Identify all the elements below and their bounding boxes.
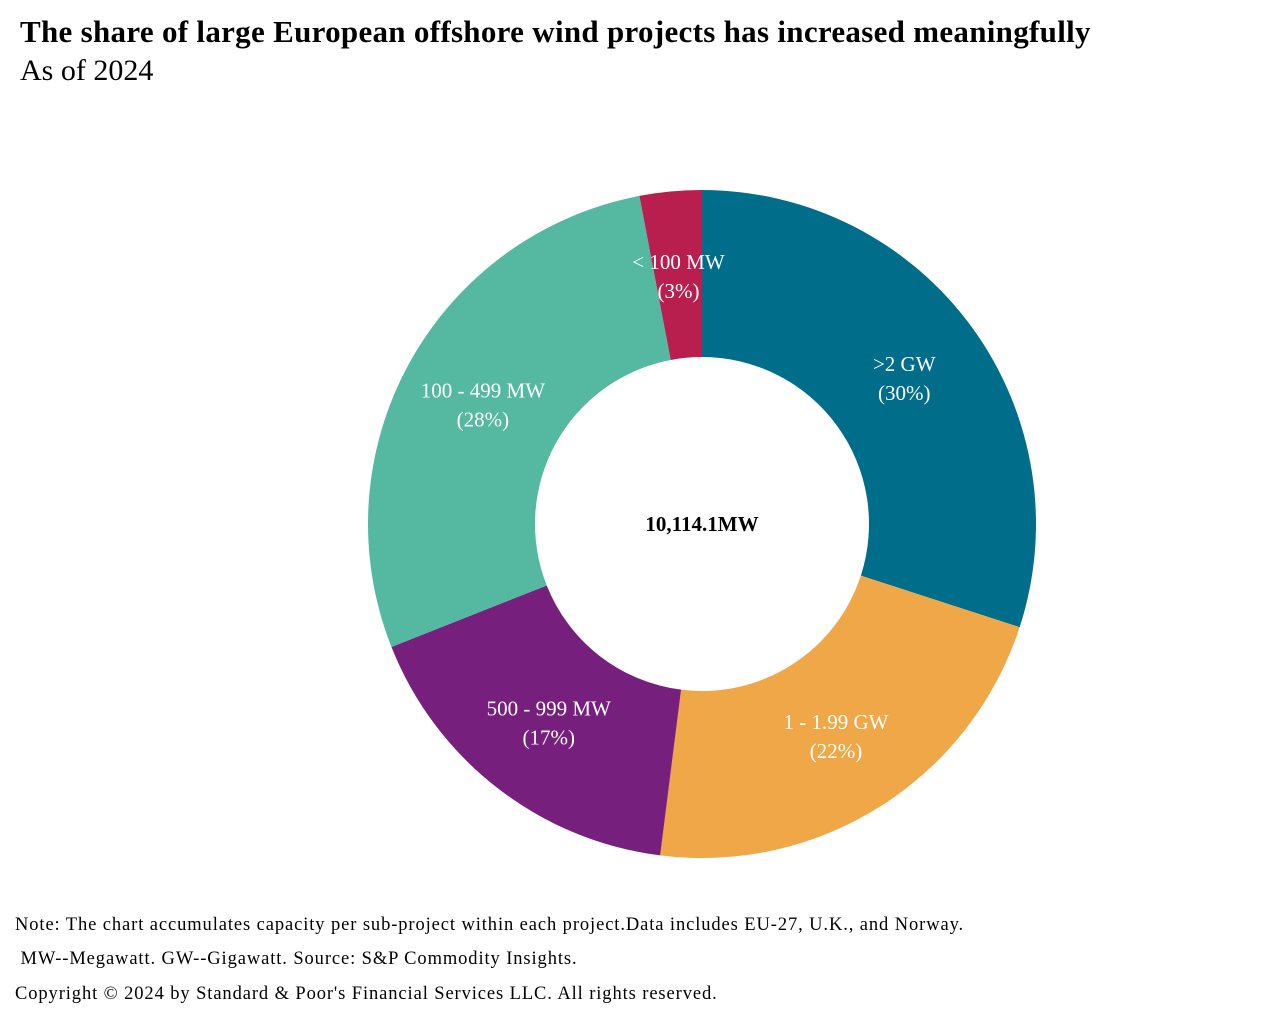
footnote-copyright: Copyright © 2024 by Standard & Poor's Fi… (15, 984, 718, 1004)
donut-slice (367, 195, 671, 647)
slice-category-label: 1 - 1.99 GW (783, 710, 888, 734)
chart-subtitle: As of 2024 (20, 54, 154, 87)
slice-percent-label: (22%) (810, 739, 862, 763)
footnote-note: Note: The chart accumulates capacity per… (15, 915, 965, 935)
donut-slice (702, 190, 1036, 628)
slice-category-label: 500 - 999 MW (487, 697, 611, 721)
slice-category-label: 100 - 499 MW (421, 379, 545, 403)
donut-slice (660, 575, 1020, 859)
chart-title: The share of large European offshore win… (20, 14, 1091, 49)
slice-percent-label: (28%) (457, 408, 509, 432)
slice-category-label: >2 GW (873, 352, 936, 376)
donut-slice (391, 585, 682, 856)
slice-percent-label: (17%) (523, 726, 575, 750)
slice-percent-label: (30%) (878, 381, 930, 405)
donut-chart: >2 GW (30%) 1 - 1.99 GW (22%) 500 - 999 MW (1… (367, 190, 1036, 859)
slice-percent-label: (3%) (657, 279, 699, 303)
slice-category-label: < 100 MW (632, 250, 725, 274)
center-total-label: 10,114.1MW (645, 512, 758, 536)
donut-slice (639, 190, 702, 360)
footnote-abbreviations-source: MW--Megawatt. GW--Gigawatt. Source: S&P … (15, 949, 578, 969)
